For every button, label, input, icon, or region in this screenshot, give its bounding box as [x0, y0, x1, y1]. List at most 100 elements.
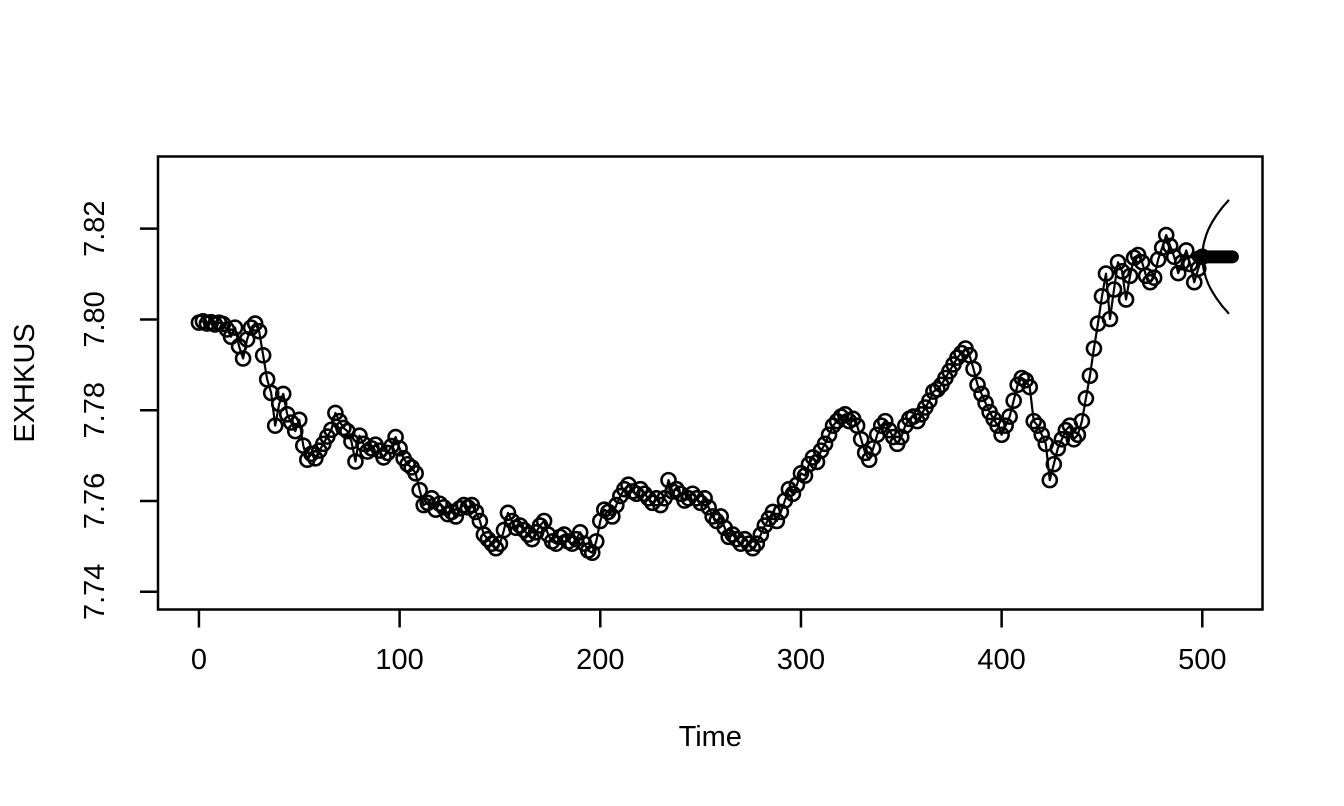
data-point-circle [347, 453, 364, 470]
data-point-circle [1081, 367, 1099, 385]
data-point-circle [443, 503, 461, 521]
data-point-circle [997, 417, 1014, 434]
data-point-circle [234, 350, 252, 367]
data-point-circle [1053, 430, 1071, 448]
data-point-circle [282, 414, 300, 431]
data-point-circle [1041, 471, 1059, 489]
data-point-circle [965, 360, 982, 378]
data-point-circle [391, 440, 408, 457]
data-point-circle [989, 417, 1006, 434]
data-point-circle [519, 526, 537, 543]
data-point-circle [752, 526, 770, 543]
data-point-circle [254, 347, 272, 364]
data-point-circle [876, 412, 894, 430]
data-point-circle [977, 394, 994, 412]
data-point-circle [764, 503, 782, 521]
data-point-circle [820, 426, 838, 444]
data-point-circle [953, 344, 970, 362]
data-point-circle [768, 512, 786, 530]
data-point-circle [327, 404, 344, 422]
x-tick-label: 0 [191, 644, 207, 676]
data-point-circle [383, 437, 400, 455]
data-point-circle [431, 495, 449, 513]
data-point-circle [1073, 412, 1091, 430]
y-tick-label: 7.76 [79, 473, 111, 529]
data-point-circle [780, 480, 798, 498]
data-point-circle [587, 533, 605, 550]
data-point-circle [1029, 417, 1047, 434]
data-point-circle [487, 539, 505, 557]
data-point-circle [1085, 340, 1103, 357]
data-point-circle [1109, 253, 1127, 271]
data-point-circle [744, 539, 762, 557]
data-point-circle [222, 328, 240, 346]
data-point-circle [226, 319, 244, 336]
data-point-circle [407, 465, 424, 482]
data-point-circle [1145, 269, 1163, 286]
data-point-circle [1157, 226, 1175, 244]
data-point-circle [270, 395, 288, 413]
data-point-circle [1141, 273, 1159, 291]
data-point-circle [696, 489, 713, 507]
data-point-circle [1001, 408, 1018, 425]
data-point-circle [748, 535, 766, 552]
data-point-circle [447, 508, 465, 525]
data-point-circle [784, 485, 802, 503]
data-point-circle [1161, 237, 1179, 255]
data-point-circle [1101, 310, 1119, 328]
data-point-circle [640, 489, 657, 507]
data-point-circle [608, 496, 625, 514]
data-point-circle [483, 535, 501, 552]
data-point-circle [905, 408, 922, 425]
data-point-circle [688, 489, 705, 507]
data-point-circle [1033, 426, 1051, 444]
data-point-circle [929, 381, 946, 398]
data-point-circle [1025, 412, 1043, 430]
data-point-circle [499, 504, 517, 522]
data-point-circle [1121, 267, 1139, 285]
data-point-circle [1093, 288, 1111, 305]
y-tick-label: 7.80 [79, 291, 111, 347]
data-point-circle [1065, 430, 1083, 448]
data-point-circle [704, 508, 721, 525]
x-axis-title: Time [679, 721, 742, 753]
data-point-circle [973, 385, 990, 403]
data-point-circle [262, 384, 280, 402]
data-point-circle [1169, 264, 1187, 282]
plot-box [156, 155, 1264, 611]
data-point-circle [411, 481, 428, 499]
data-point-circle [375, 449, 392, 466]
data-point-circle [668, 480, 685, 498]
data-point-circle [563, 535, 581, 552]
data-point-circle [700, 499, 717, 516]
data-point-circle [1021, 378, 1039, 396]
x-tick-label: 400 [977, 644, 1025, 676]
data-point-circle [740, 535, 758, 552]
data-point-circle [335, 419, 352, 437]
data-point-circle [290, 411, 308, 429]
ci-lower-curve [1201, 255, 1230, 315]
x-tick-label: 200 [576, 644, 624, 676]
x-tick-label: 100 [375, 644, 423, 676]
data-point-circle [921, 392, 938, 410]
data-point-circle [816, 435, 834, 453]
data-point-circle [1097, 265, 1115, 282]
data-point-circle [1005, 392, 1022, 410]
data-point-circle [250, 322, 268, 340]
data-point-circle [1077, 390, 1095, 407]
data-point-circle [1117, 291, 1135, 308]
data-point-circle [266, 417, 284, 434]
data-point-circle [969, 376, 986, 394]
data-point-circle [1049, 440, 1067, 457]
data-point-circle [274, 385, 292, 403]
data-point-circle [303, 445, 320, 463]
data-point-circle [1113, 263, 1131, 280]
y-axis-title: EXHKUS [9, 323, 41, 442]
data-point-circle [1105, 281, 1123, 298]
data-point-circle [993, 426, 1010, 444]
data-point-circle [1181, 255, 1199, 273]
ci-upper-curve [1201, 199, 1230, 258]
data-point-circle [363, 440, 380, 457]
